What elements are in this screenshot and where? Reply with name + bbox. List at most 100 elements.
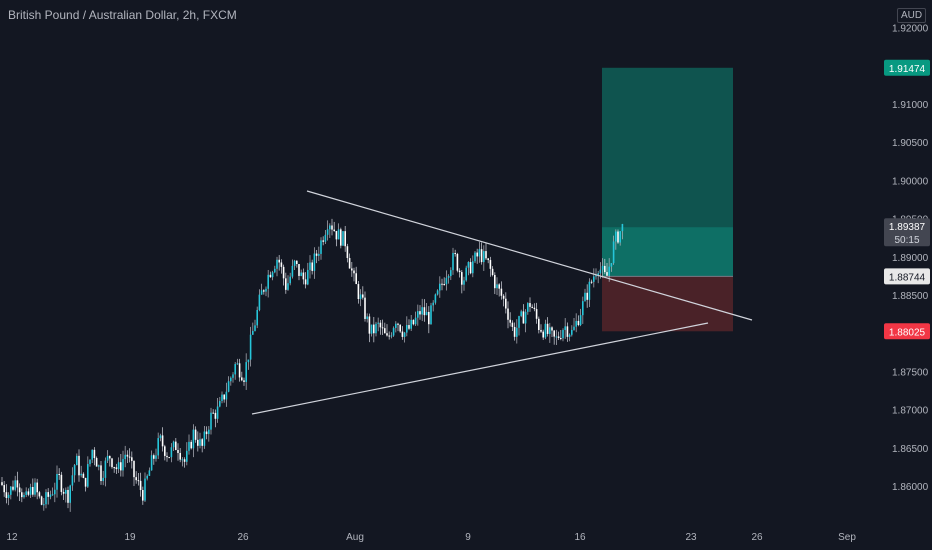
candle-body xyxy=(318,253,320,256)
x-tick-label: Sep xyxy=(838,532,856,543)
candle-body xyxy=(258,294,261,310)
candle-body xyxy=(617,231,619,243)
candle-body xyxy=(12,486,14,490)
candle-body xyxy=(511,322,514,327)
x-tick-label: Aug xyxy=(346,532,364,543)
candle-body xyxy=(425,311,428,316)
candle-body xyxy=(45,492,47,505)
candle-body xyxy=(249,334,252,360)
candle-body xyxy=(586,292,588,300)
y-tick-label: 1.87500 xyxy=(892,367,929,378)
candle-body xyxy=(102,477,104,482)
candle-body xyxy=(564,326,566,331)
candle-body xyxy=(29,486,32,495)
candle-body xyxy=(423,307,426,316)
candle-body xyxy=(3,485,5,493)
candle-body xyxy=(14,480,16,490)
candle-body xyxy=(612,241,615,264)
candle-body xyxy=(265,288,267,292)
candle-body xyxy=(557,336,560,339)
candle-body xyxy=(254,325,256,331)
candle-body xyxy=(82,473,85,478)
x-tick-label: 23 xyxy=(685,532,697,543)
candle-body xyxy=(406,325,408,333)
candle-body xyxy=(36,482,38,493)
candle-body xyxy=(168,457,170,459)
currency-button[interactable]: AUD xyxy=(897,8,927,23)
target-price-label: 1.91474 xyxy=(889,64,926,75)
candle-body xyxy=(566,326,569,337)
candle-body xyxy=(197,439,199,446)
candle-body xyxy=(38,492,41,497)
candle-body xyxy=(562,330,564,339)
candle-body xyxy=(298,263,300,276)
candle-body xyxy=(309,262,311,270)
candle-body xyxy=(227,381,230,392)
candle-body xyxy=(208,429,210,435)
candle-body xyxy=(139,480,142,491)
candle-body xyxy=(458,270,461,273)
candle-body xyxy=(40,496,43,505)
candle-body xyxy=(555,336,558,338)
candle-body xyxy=(62,491,65,494)
candle-body xyxy=(445,277,448,285)
candle-body xyxy=(194,429,197,440)
candle-body xyxy=(474,252,476,262)
candle-body xyxy=(381,327,384,329)
candle-body xyxy=(65,489,67,494)
candle-body xyxy=(43,504,45,506)
candle-body xyxy=(388,335,390,337)
candle-body xyxy=(582,301,584,316)
candle-body xyxy=(10,486,12,495)
candle-body xyxy=(487,258,489,261)
candle-body xyxy=(546,323,549,334)
candle-body xyxy=(553,330,555,337)
candle-body xyxy=(412,319,415,325)
candle-body xyxy=(421,307,423,315)
candle-body xyxy=(366,316,368,319)
candle-body xyxy=(100,465,102,482)
candle-body xyxy=(159,435,162,439)
candle-body xyxy=(610,263,613,267)
candle-body xyxy=(214,412,217,419)
candle-body xyxy=(164,446,166,456)
candle-body xyxy=(87,464,89,487)
candle-body xyxy=(384,328,386,334)
y-tick-label: 1.89000 xyxy=(892,253,929,264)
candle-body xyxy=(313,253,316,271)
current-price-bg xyxy=(884,218,930,247)
countdown-label: 50:15 xyxy=(894,235,919,246)
candle-body xyxy=(106,455,109,461)
entry-price-label: 1.88744 xyxy=(889,272,926,283)
candle-body xyxy=(364,297,366,319)
candle-body xyxy=(245,362,247,382)
candle-body xyxy=(533,307,536,310)
candle-body xyxy=(84,477,87,487)
candle-body xyxy=(469,262,472,274)
candle-body xyxy=(54,489,56,495)
candle-body xyxy=(403,332,406,337)
candle-body xyxy=(137,480,140,482)
candle-body xyxy=(71,475,74,486)
candle-body xyxy=(324,234,327,242)
candle-body xyxy=(456,253,459,271)
candle-body xyxy=(390,335,393,337)
candle-body xyxy=(502,295,505,299)
candle-body xyxy=(183,459,186,462)
candle-body xyxy=(153,455,155,459)
candle-body xyxy=(542,331,544,338)
candle-body xyxy=(485,251,487,259)
candle-body xyxy=(575,320,577,327)
candle-body xyxy=(25,491,27,495)
candle-body xyxy=(58,473,60,475)
candle-body xyxy=(289,276,291,284)
candle-body xyxy=(395,323,397,328)
candle-body xyxy=(49,494,52,497)
candle-body xyxy=(175,441,177,450)
y-tick-label: 1.90000 xyxy=(892,176,929,187)
candle-body xyxy=(351,268,353,271)
lower-trendline xyxy=(251,322,709,415)
stop-price-label: 1.88025 xyxy=(889,327,926,338)
candle-body xyxy=(397,323,399,325)
